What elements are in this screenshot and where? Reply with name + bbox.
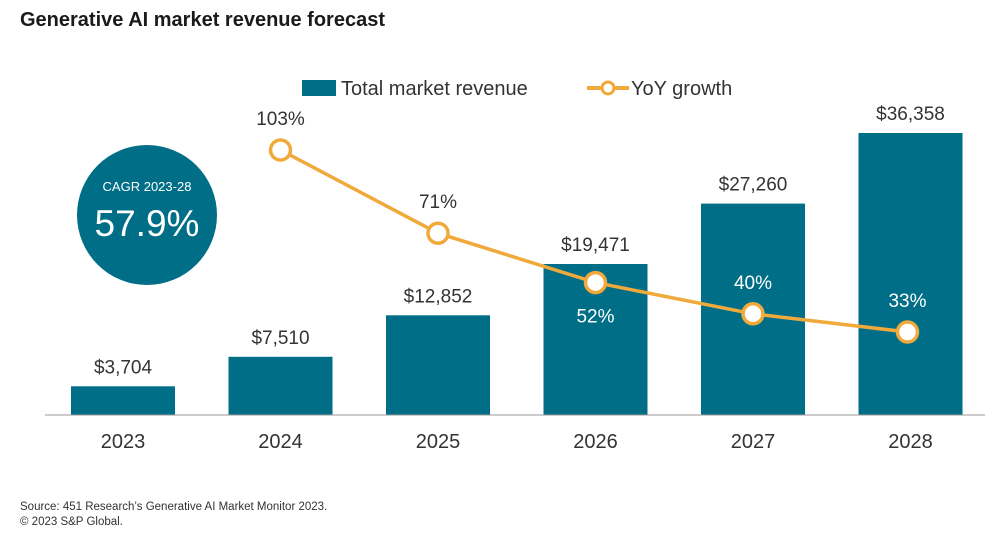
bar-2028	[858, 133, 963, 415]
source-line: Source: 451 Research’s Generative AI Mar…	[20, 501, 328, 513]
growth-marker-2026	[583, 270, 608, 295]
cagr-label: CAGR 2023-28	[103, 179, 192, 194]
legend-swatch-growth-marker	[600, 80, 616, 96]
legend: Total market revenue YoY growth	[302, 78, 732, 100]
x-tick-2028: 2028	[888, 431, 933, 453]
bar-value-label-2025: $12,852	[404, 286, 473, 307]
growth-marker-2028	[895, 320, 920, 344]
growth-label-2025: 71%	[419, 192, 457, 213]
x-tick-2027: 2027	[731, 431, 776, 453]
growth-label-2024: 103%	[256, 109, 305, 130]
growth-series: 103% 71% 52% 40% 33%	[256, 109, 927, 344]
growth-label-2026: 52%	[576, 307, 614, 328]
bar-value-label-2024: $7,510	[251, 328, 309, 349]
x-tick-2025: 2025	[416, 431, 461, 453]
cagr-circle	[77, 145, 217, 285]
x-tick-2026: 2026	[573, 431, 618, 453]
bar-value-label-2028: $36,358	[876, 104, 945, 125]
bars	[71, 133, 963, 415]
legend-swatch-revenue	[302, 80, 336, 96]
chart-title: Generative AI market revenue forecast	[20, 9, 385, 31]
x-tick-2024: 2024	[258, 431, 303, 453]
growth-marker-2025	[426, 221, 450, 245]
growth-label-2028: 33%	[888, 291, 926, 312]
x-tick-2023: 2023	[101, 431, 146, 453]
growth-marker-2027	[741, 302, 765, 326]
bar-2024	[228, 356, 333, 415]
growth-label-2027: 40%	[734, 273, 772, 294]
growth-marker-2024	[268, 138, 293, 162]
cagr-badge: CAGR 2023-28 57.9%	[77, 145, 217, 285]
bar-2023	[71, 386, 175, 415]
bar-value-label-2026: $19,471	[561, 235, 630, 256]
x-axis-ticks: 2023 2024 2025 2026 2027 2028	[101, 431, 933, 453]
cagr-value: 57.9%	[95, 203, 200, 244]
bar-value-label-2027: $27,260	[719, 175, 788, 196]
bar-2025	[386, 315, 490, 415]
legend-label-growth: YoY growth	[631, 78, 732, 100]
copyright-line: © 2023 S&P Global.	[20, 516, 123, 528]
bar-value-label-2023: $3,704	[94, 357, 153, 378]
legend-label-revenue: Total market revenue	[341, 78, 528, 100]
source-note: Source: 451 Research’s Generative AI Mar…	[20, 500, 327, 530]
bar-labels: $3,704 $7,510 $12,852 $19,471 $27,260 $36,358	[94, 104, 945, 378]
